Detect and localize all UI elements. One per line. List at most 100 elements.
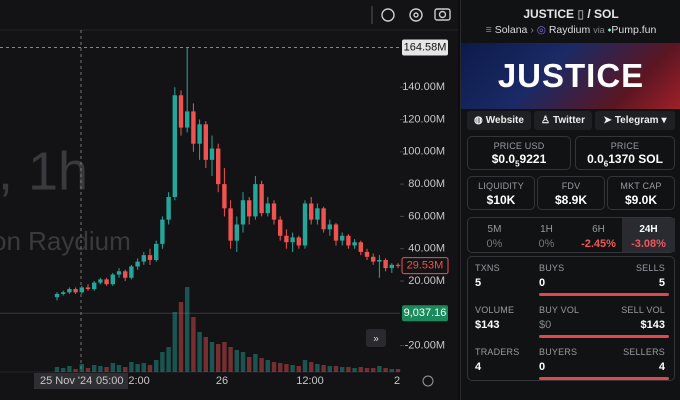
- volume-bar: [166, 347, 171, 372]
- replay-icon[interactable]: [381, 8, 395, 22]
- volume-bar: [85, 368, 91, 372]
- candle-body: [67, 289, 72, 293]
- metric-label: FDV: [561, 181, 581, 191]
- volume-bar: [315, 364, 320, 372]
- candle-body: [85, 287, 91, 290]
- settings-icon-core: [413, 12, 419, 18]
- candle-body: [278, 219, 283, 236]
- metric-card: FDV $8.9K: [537, 176, 605, 210]
- mcap-box: [402, 305, 448, 322]
- candle-body: [296, 237, 301, 246]
- candle-body: [104, 279, 109, 285]
- volume-bar: [327, 366, 332, 372]
- volume-bar: [265, 360, 270, 372]
- settings-icon[interactable]: [422, 375, 434, 387]
- volume-bar: [154, 360, 159, 372]
- candle-body: [191, 111, 196, 144]
- volume-bar: [371, 368, 376, 372]
- timeframe-label: 1H: [540, 224, 553, 235]
- crosshair-box: [34, 373, 128, 389]
- volume-bar: [346, 367, 351, 372]
- link-button[interactable]: ◍ Website: [467, 111, 531, 130]
- volume-bar: [247, 357, 252, 372]
- timeframe-tab[interactable]: 5M 0%: [468, 218, 521, 252]
- x-tick-label: 12:00: [296, 375, 324, 387]
- volume-bar: [309, 362, 314, 372]
- volume-bar: [135, 364, 140, 372]
- y-tick-label: 20.00M: [408, 275, 445, 287]
- link-button[interactable]: ♙ Twitter: [534, 111, 592, 130]
- candle-body: [185, 111, 190, 128]
- volume-bar: [209, 342, 215, 372]
- sell-value: 5: [658, 277, 665, 289]
- candle-body: [364, 251, 370, 257]
- scroll-button[interactable]: [366, 329, 386, 347]
- candle-body: [228, 208, 233, 241]
- volume-bar: [104, 367, 109, 372]
- timeframe-tab[interactable]: 6H -2.45%: [572, 218, 625, 252]
- candle-body: [216, 148, 221, 185]
- volume-bar: [79, 364, 84, 372]
- volume-bar: [98, 366, 103, 372]
- volume-bar: [116, 365, 122, 372]
- price-prefix: 0.0: [587, 152, 604, 166]
- volume-bar: [228, 347, 233, 372]
- stat-row: VOLUME $143 BUY VOL $0 SELL VOL $143: [469, 305, 673, 343]
- candle-body: [129, 266, 134, 278]
- volume-bar: [73, 369, 78, 372]
- timeframe-tab[interactable]: 1H 0%: [520, 218, 573, 252]
- settings-icon[interactable]: [409, 8, 423, 22]
- metric-card: LIQUIDITY $10K: [467, 176, 535, 210]
- stat-value: 5: [475, 277, 482, 289]
- stat-row: TRADERS 4 BUYERS 0 SELLERS 4: [469, 347, 673, 385]
- camera-icon[interactable]: [434, 8, 451, 21]
- buy-value: $0: [539, 319, 552, 331]
- timeframe-tab[interactable]: 24H -3.08%: [622, 218, 675, 252]
- volume-bar: [141, 363, 146, 372]
- volume-bar: [197, 332, 202, 372]
- candle-body: [61, 292, 66, 294]
- y-tick-label: 100.00M: [402, 146, 445, 158]
- volume-bar: [340, 367, 345, 372]
- candle-body: [147, 255, 153, 261]
- stat-label: TRADERS: [475, 347, 520, 357]
- volume-bar: [110, 363, 115, 372]
- ratio-bar: [539, 377, 669, 380]
- y-tick-label: 140.00M: [402, 81, 445, 93]
- banner: JUSTICE: [461, 43, 680, 109]
- volume-bar: [203, 337, 208, 372]
- candle-body: [222, 184, 227, 209]
- x-tick-label: 2: [394, 375, 400, 387]
- volume-bar: [278, 363, 283, 372]
- volume-bar: [222, 342, 227, 372]
- volume-bar: [284, 364, 289, 372]
- timeframe-label: 24H: [639, 224, 658, 235]
- price-digits: 9221: [519, 152, 547, 166]
- timeframe-label: 5M: [487, 224, 502, 235]
- stat-value: $143: [475, 319, 500, 331]
- label: PRICE: [610, 141, 640, 151]
- volume-bar: [302, 360, 308, 372]
- candle-body: [377, 260, 382, 262]
- toolbar: [371, 6, 451, 24]
- last-price-box: [401, 257, 449, 275]
- candle-body: [321, 208, 326, 230]
- price-card: PRICE 0.061370 SOL: [575, 136, 675, 170]
- link-button[interactable]: ➤ Telegram ▾: [595, 111, 675, 130]
- launchpad[interactable]: Pump.fun: [611, 24, 657, 36]
- price-prefix: $0.0: [491, 152, 516, 166]
- token: JUSTICE: [523, 7, 575, 21]
- volume-bar: [395, 369, 401, 372]
- candle-body: [172, 95, 177, 198]
- volume-bar: [234, 350, 239, 372]
- chain[interactable]: Solana: [494, 24, 528, 36]
- candle-body: [160, 219, 165, 244]
- ratio-bar: [539, 335, 669, 338]
- buy-value: 0: [539, 361, 546, 373]
- dex[interactable]: Raydium: [548, 24, 591, 36]
- volume-bar: [185, 287, 190, 372]
- candle-body: [395, 264, 401, 266]
- volume-bar: [240, 352, 246, 372]
- crosshair-date: 25 Nov '24: [40, 375, 92, 387]
- candle-body: [73, 289, 78, 293]
